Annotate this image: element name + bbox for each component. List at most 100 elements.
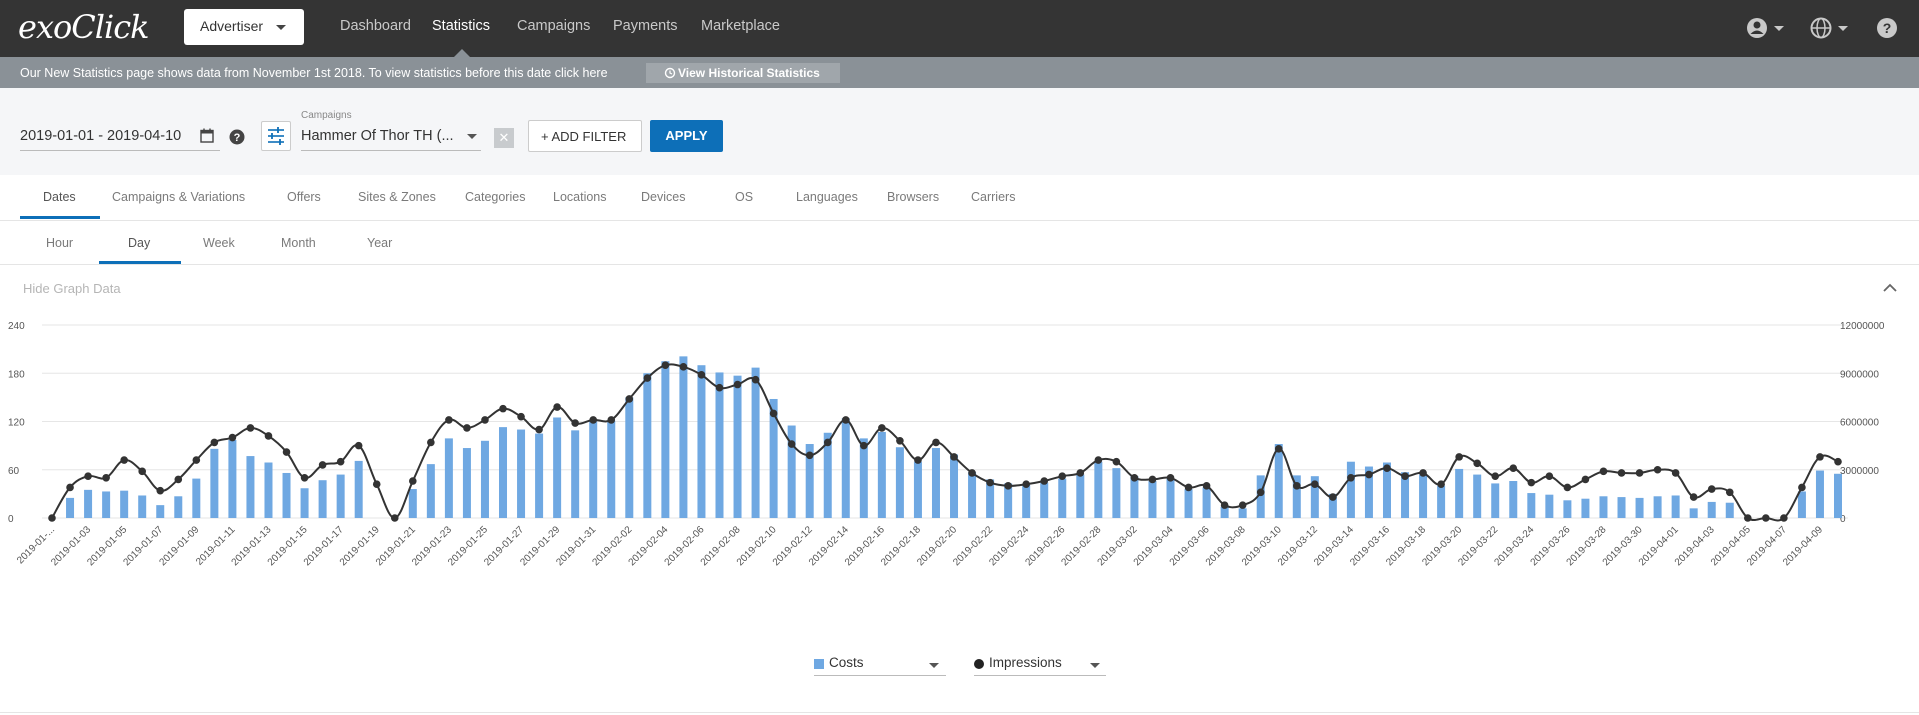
cost-bar[interactable]	[1707, 501, 1716, 518]
cost-bar[interactable]	[426, 464, 435, 518]
cost-bar[interactable]	[138, 495, 147, 518]
impressions-point[interactable]	[1040, 477, 1049, 485]
impressions-point[interactable]	[1635, 469, 1644, 477]
tab-languages[interactable]: Languages	[796, 190, 858, 204]
impressions-point[interactable]	[1184, 483, 1193, 492]
cost-bar[interactable]	[733, 375, 742, 518]
legend-costs-chevron-down-icon[interactable]	[929, 663, 939, 668]
impressions-point[interactable]	[1707, 485, 1716, 493]
impressions-point[interactable]	[1762, 514, 1770, 522]
impressions-point[interactable]	[751, 375, 760, 384]
cost-bar[interactable]	[228, 439, 237, 518]
impressions-point[interactable]	[1455, 453, 1463, 461]
cost-bar[interactable]	[1617, 497, 1626, 518]
impressions-point[interactable]	[1130, 473, 1139, 482]
impressions-point[interactable]	[1022, 480, 1030, 489]
impressions-point[interactable]	[427, 438, 435, 447]
cost-bar[interactable]	[1635, 497, 1644, 518]
cost-bar[interactable]	[571, 430, 580, 518]
nav-payments[interactable]: Payments	[613, 18, 678, 34]
impressions-point[interactable]	[48, 514, 56, 522]
impressions-point[interactable]	[1202, 482, 1211, 490]
impressions-point[interactable]	[1689, 493, 1698, 501]
impressions-point[interactable]	[318, 461, 327, 469]
legend-costs-label[interactable]: Costs	[829, 655, 864, 670]
cost-bar[interactable]	[408, 489, 417, 518]
nav-campaigns[interactable]: Campaigns	[517, 18, 591, 34]
impressions-point[interactable]	[499, 404, 507, 413]
account-type-dropdown[interactable]: Advertiser	[184, 9, 304, 45]
cost-bar[interactable]	[1274, 444, 1283, 518]
impressions-point[interactable]	[1256, 488, 1265, 497]
impressions-point[interactable]	[1653, 465, 1662, 474]
impressions-point[interactable]	[1311, 480, 1319, 489]
impressions-point[interactable]	[878, 424, 886, 432]
cost-bar[interactable]	[1834, 473, 1842, 518]
cost-bar[interactable]	[354, 460, 363, 518]
cost-bar[interactable]	[968, 472, 977, 518]
campaigns-chevron-down-icon[interactable]	[467, 134, 477, 139]
impressions-point[interactable]	[571, 419, 579, 427]
cost-bar[interactable]	[1437, 485, 1446, 518]
cost-bar[interactable]	[1382, 462, 1391, 518]
impressions-point[interactable]	[1563, 483, 1572, 492]
impressions-point[interactable]	[445, 416, 453, 424]
cost-bar[interactable]	[841, 418, 850, 518]
impressions-point[interactable]	[896, 437, 904, 445]
impressions-point[interactable]	[354, 441, 363, 450]
impressions-point[interactable]	[535, 425, 543, 434]
cost-bar[interactable]	[1256, 475, 1265, 518]
subtab-hour[interactable]: Hour	[46, 236, 74, 250]
cost-bar[interactable]	[679, 356, 688, 518]
cost-bar[interactable]	[535, 433, 544, 518]
impressions-point[interactable]	[1347, 473, 1355, 482]
cost-bar[interactable]	[805, 444, 814, 518]
subtab-day[interactable]: Day	[128, 236, 151, 250]
cost-bar[interactable]	[480, 440, 489, 518]
impressions-point[interactable]	[120, 456, 128, 464]
cost-bar[interactable]	[877, 431, 886, 518]
impressions-point[interactable]	[1527, 478, 1536, 487]
impressions-point[interactable]	[914, 456, 922, 464]
impressions-point[interactable]	[192, 456, 201, 464]
cost-bar[interactable]	[1148, 481, 1157, 518]
impressions-point[interactable]	[300, 473, 309, 482]
cost-bar[interactable]	[1455, 468, 1464, 518]
cost-bar[interactable]	[950, 454, 959, 518]
cost-bar[interactable]	[1310, 476, 1319, 518]
impressions-point[interactable]	[1148, 475, 1157, 484]
cost-bar[interactable]	[444, 438, 453, 518]
cost-bar[interactable]	[1653, 496, 1662, 518]
cost-bar[interactable]	[1689, 508, 1698, 518]
impressions-point[interactable]	[769, 409, 778, 418]
cost-bar[interactable]	[336, 474, 345, 518]
exoclick-logo[interactable]: exoClick	[18, 8, 150, 46]
filter-settings-button[interactable]	[261, 121, 291, 151]
cost-bar[interactable]	[895, 447, 904, 518]
user-icon[interactable]	[1746, 17, 1786, 39]
impressions-point[interactable]	[174, 475, 183, 484]
tab-campaigns-variations[interactable]: Campaigns & Variations	[112, 190, 246, 204]
impressions-point[interactable]	[1725, 488, 1734, 497]
impressions-point[interactable]	[1166, 473, 1175, 482]
impressions-point[interactable]	[84, 472, 92, 480]
cost-bar[interactable]	[769, 398, 778, 518]
cost-bar[interactable]	[1058, 478, 1067, 518]
cost-bar[interactable]	[1797, 491, 1806, 518]
impressions-point[interactable]	[1509, 464, 1518, 472]
impressions-point[interactable]	[1599, 467, 1608, 476]
impressions-point[interactable]	[1292, 482, 1301, 490]
cost-bar[interactable]	[517, 429, 526, 518]
chevron-up-icon[interactable]	[1883, 283, 1897, 293]
subtab-week[interactable]: Week	[203, 236, 235, 250]
tab-browsers[interactable]: Browsers	[887, 190, 940, 204]
impressions-point[interactable]	[607, 416, 616, 424]
date-range-input[interactable]: 2019-01-01 - 2019-04-10	[20, 128, 182, 144]
cost-bar[interactable]	[715, 372, 724, 518]
impressions-point[interactable]	[733, 380, 742, 389]
hide-graph-data-toggle[interactable]: Hide Graph Data	[23, 281, 121, 296]
impressions-point[interactable]	[787, 440, 796, 448]
impressions-point[interactable]	[950, 453, 958, 461]
impressions-point[interactable]	[66, 483, 74, 492]
help-icon[interactable]: ?	[1876, 17, 1898, 39]
